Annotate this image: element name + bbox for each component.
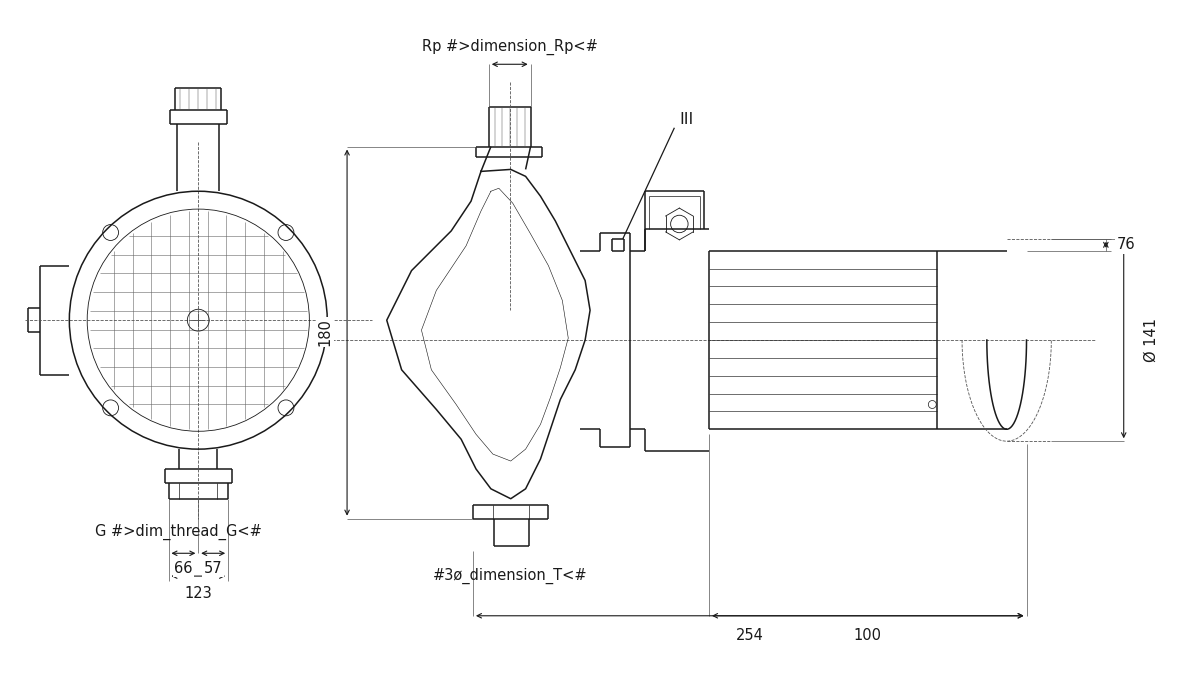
Text: 66: 66	[174, 560, 193, 576]
Text: 180: 180	[318, 318, 332, 346]
Text: 100: 100	[854, 628, 882, 643]
Text: G #>dim_thread_G<#: G #>dim_thread_G<#	[95, 523, 262, 540]
Text: 254: 254	[736, 628, 763, 643]
Text: III: III	[679, 113, 694, 128]
Text: #3ø_dimension_T<#: #3ø_dimension_T<#	[432, 568, 587, 584]
Text: 76: 76	[1116, 237, 1135, 252]
Text: Rp #>dimension_Rp<#: Rp #>dimension_Rp<#	[421, 38, 598, 54]
Text: 57: 57	[204, 560, 222, 576]
Text: 123: 123	[185, 587, 212, 602]
Text: Ø 141: Ø 141	[1144, 318, 1159, 362]
